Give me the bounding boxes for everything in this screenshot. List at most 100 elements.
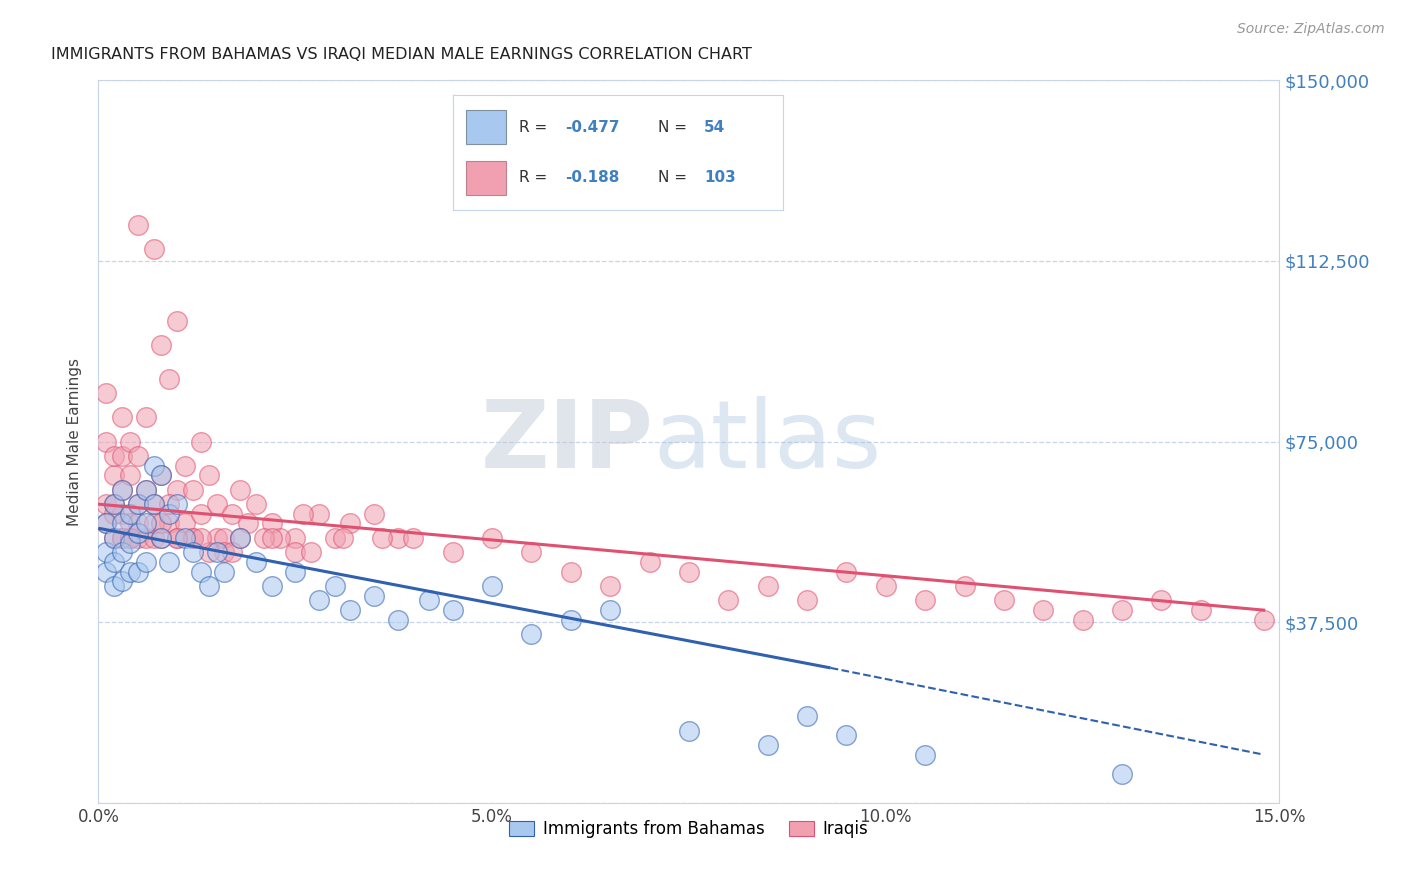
Point [756, 738, 779, 752]
Point [127, 218, 149, 232]
Point [1032, 603, 1054, 617]
Point [835, 728, 858, 742]
Point [214, 565, 236, 579]
Point [181, 483, 204, 497]
Point [135, 483, 157, 497]
Point [387, 613, 409, 627]
Point [260, 579, 283, 593]
Point [638, 555, 661, 569]
Point [181, 545, 204, 559]
Point [717, 593, 740, 607]
Point [245, 555, 267, 569]
Point [284, 565, 307, 579]
Y-axis label: Median Male Earnings: Median Male Earnings [67, 358, 83, 525]
Point [214, 545, 236, 559]
Point [236, 516, 259, 531]
Point [150, 468, 173, 483]
Point [560, 613, 582, 627]
Point [103, 468, 125, 483]
Point [118, 516, 141, 531]
Point [441, 603, 464, 617]
Point [127, 526, 149, 541]
Point [835, 565, 858, 579]
Point [142, 497, 165, 511]
Point [599, 603, 621, 617]
Point [150, 531, 173, 545]
Point [993, 593, 1015, 607]
Point [299, 545, 322, 559]
Point [118, 468, 141, 483]
Point [111, 574, 134, 589]
Point [127, 531, 149, 545]
Point [111, 483, 134, 497]
Point [363, 507, 385, 521]
Point [111, 410, 134, 425]
Point [103, 531, 125, 545]
Point [197, 468, 219, 483]
Point [418, 593, 440, 607]
Point [96, 516, 118, 531]
Point [111, 545, 134, 559]
Point [111, 531, 134, 545]
Point [678, 565, 700, 579]
Point [142, 242, 165, 256]
Point [118, 531, 141, 545]
Point [339, 603, 361, 617]
Point [142, 458, 165, 473]
Point [560, 565, 582, 579]
Point [96, 497, 118, 511]
Point [118, 535, 141, 549]
Point [118, 434, 141, 449]
Point [269, 531, 291, 545]
Point [197, 579, 219, 593]
Point [111, 531, 134, 545]
Point [284, 545, 307, 559]
Point [229, 531, 252, 545]
Point [205, 545, 228, 559]
Point [118, 507, 141, 521]
Point [166, 531, 188, 545]
Point [190, 531, 212, 545]
Point [229, 531, 252, 545]
Text: Source: ZipAtlas.com: Source: ZipAtlas.com [1237, 22, 1385, 37]
Point [103, 497, 125, 511]
Point [142, 497, 165, 511]
Point [441, 545, 464, 559]
Point [157, 372, 180, 386]
Point [796, 593, 818, 607]
Point [756, 579, 779, 593]
Point [205, 497, 228, 511]
Point [292, 507, 315, 521]
Point [157, 516, 180, 531]
Legend: Immigrants from Bahamas, Iraqis: Immigrants from Bahamas, Iraqis [503, 814, 875, 845]
Point [135, 531, 157, 545]
Point [135, 410, 157, 425]
Point [260, 516, 283, 531]
Point [111, 483, 134, 497]
Point [953, 579, 976, 593]
Point [308, 593, 330, 607]
Point [127, 497, 149, 511]
Point [135, 483, 157, 497]
Point [174, 458, 197, 473]
Point [1150, 593, 1173, 607]
Point [371, 531, 394, 545]
Point [387, 531, 409, 545]
Text: atlas: atlas [654, 395, 882, 488]
Point [205, 531, 228, 545]
Point [181, 531, 204, 545]
Point [103, 497, 125, 511]
Point [914, 593, 936, 607]
Point [96, 565, 118, 579]
Point [197, 545, 219, 559]
Point [308, 507, 330, 521]
Point [332, 531, 354, 545]
Point [157, 497, 180, 511]
Point [1111, 767, 1133, 781]
Point [221, 507, 243, 521]
Point [166, 314, 188, 328]
Text: ZIP: ZIP [481, 395, 654, 488]
Point [103, 531, 125, 545]
Point [1253, 613, 1275, 627]
Point [166, 483, 188, 497]
